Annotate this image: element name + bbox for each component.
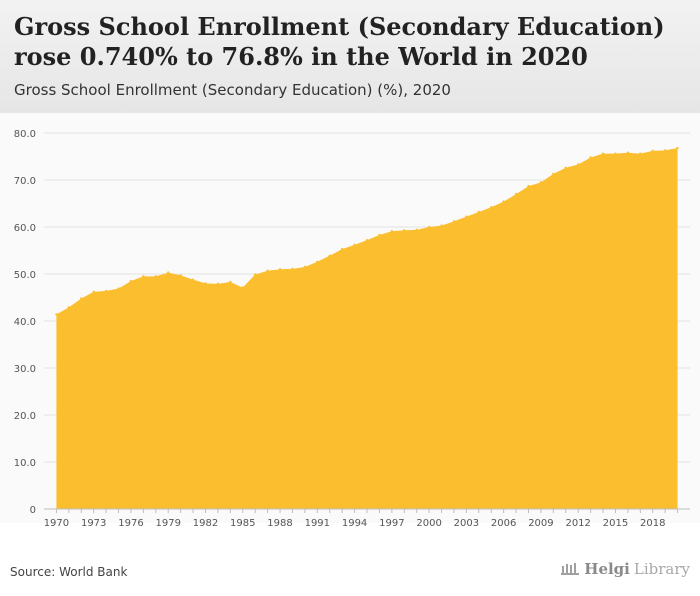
data-point [564,166,567,169]
x-tick-label: 2018 [640,518,665,529]
y-tick-label: 70.0 [14,176,36,187]
data-point [67,306,71,309]
x-tick-label: 2012 [565,518,590,529]
data-point [353,243,356,247]
data-point [576,163,580,166]
data-point [378,233,381,237]
brand-helgi: Helgi [584,560,630,578]
data-point [440,224,443,227]
x-tick-label: 2006 [491,518,516,529]
x-tick-label: 1973 [81,518,106,529]
y-tick-label: 50.0 [14,270,36,281]
data-point [477,210,481,214]
x-axis: 1970 1973 1976 1979 1982 1985 1988 1991 1994 1997… [44,508,690,529]
y-tick-label: 10.0 [14,458,36,469]
data-point [390,230,394,233]
x-tick-label: 1985 [230,518,255,529]
data-point [204,282,207,285]
data-point [365,238,369,242]
data-point [403,229,406,232]
data-point [291,267,294,271]
x-tick-label: 1970 [44,518,69,529]
x-tick-label: 1988 [267,518,292,529]
data-point [589,156,592,159]
data-point [142,275,145,278]
chart-title: Gross School Enrollment (Secondary Educa… [14,12,665,71]
data-point [167,271,170,274]
data-point [303,265,307,269]
source-note: Source: World Bank [10,565,128,579]
data-point [663,149,667,152]
helgi-library-logo[interactable]: Helgi Library [560,560,690,578]
data-point [527,184,530,188]
data-point [253,273,257,276]
data-point [340,247,344,251]
data-point [129,279,133,283]
x-tick-label: 1997 [379,518,404,529]
y-tick-label: 40.0 [14,317,36,328]
x-tick-label: 1976 [118,518,143,529]
x-tick-label: 1982 [193,518,218,529]
data-point [179,274,182,277]
data-point [154,275,158,278]
data-point [452,220,456,223]
area-series [55,146,679,510]
data-point [80,297,83,300]
data-point [92,290,95,294]
x-tick-label: 1994 [342,518,367,529]
data-point [651,149,654,153]
data-point [191,278,195,281]
x-tick-label: 1979 [156,518,181,529]
header-band: Gross School Enrollment (Secondary Educa… [0,0,700,113]
library-icon [561,563,580,575]
y-tick-label: 20.0 [14,411,36,422]
data-point [514,192,518,196]
data-point [676,146,679,150]
data-point [104,289,108,293]
x-tick-label: 2000 [416,518,441,529]
data-point [639,152,642,155]
data-point [502,200,505,203]
data-point [229,280,232,284]
chart-subtitle: Gross School Enrollment (Secondary Educa… [14,81,451,99]
data-point [626,151,630,154]
data-point [490,206,493,209]
data-point [266,269,269,272]
data-point [278,268,282,271]
x-tick-label: 1991 [305,518,330,529]
data-point [539,181,543,184]
data-point [241,286,244,289]
data-point [601,152,605,155]
y-axis: 0 10.0 20.0 30.0 40.0 50.0 60.0 70.0 80.0 [14,129,36,516]
y-tick-label: 60.0 [14,223,36,234]
data-point [427,225,431,229]
data-point [614,152,617,155]
x-tick-label: 2003 [454,518,479,529]
x-tick-label: 2015 [603,518,628,529]
data-point [328,254,331,257]
data-point [316,260,319,263]
data-point [415,228,418,232]
y-tick-label: 30.0 [14,364,36,375]
enrollment-area [56,148,678,510]
data-point [216,282,220,286]
data-point [552,172,555,176]
brand-library: Library [633,560,690,578]
data-point [465,215,468,218]
data-point [55,313,58,316]
y-tick-label: 0 [30,505,36,516]
y-tick-label: 80.0 [14,129,36,140]
data-point [117,287,120,290]
x-tick-label: 2009 [528,518,553,529]
